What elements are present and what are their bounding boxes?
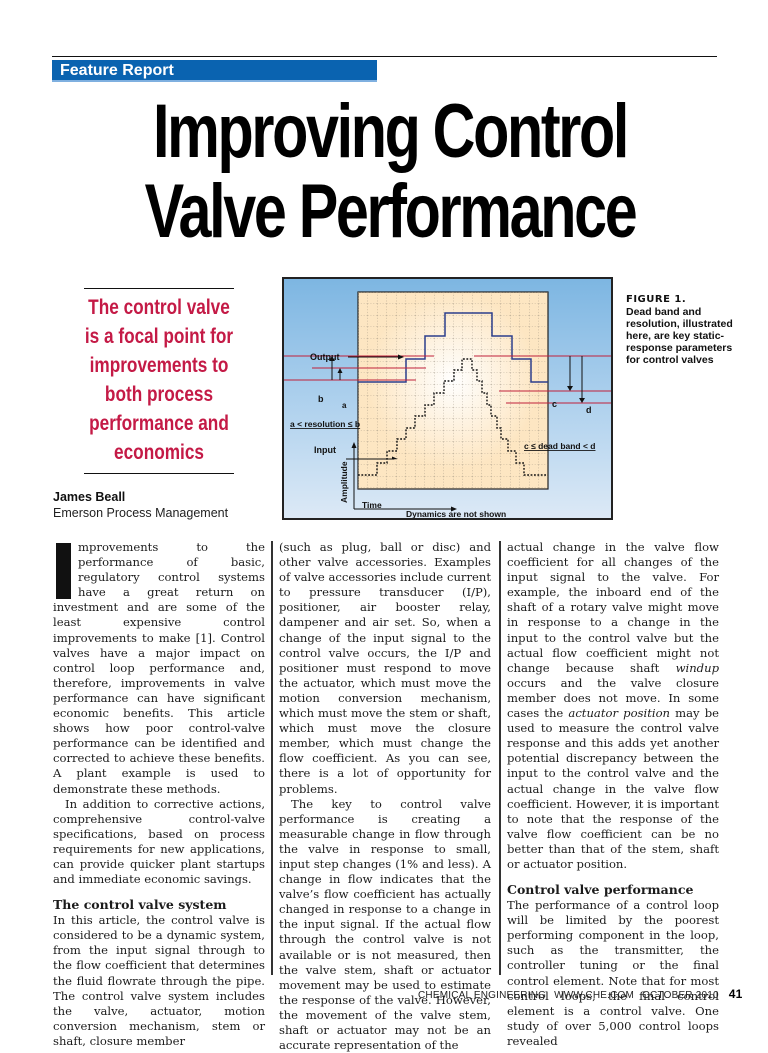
paragraph: The performance of a control loop will b…	[507, 898, 719, 1048]
paragraph-text: mprovements to the performance of basic,…	[53, 540, 265, 796]
section-label: Feature Report	[60, 62, 174, 79]
figure-note: Dynamics are not shown	[406, 509, 506, 518]
pull-quote-text: The control valve is a focal point for i…	[84, 296, 234, 464]
figure-1: Output b a c d a < resolution ≤ b Input …	[282, 277, 613, 520]
figure-label-output: Output	[310, 352, 340, 362]
author-organization: Emerson Process Management	[53, 506, 229, 520]
author-name: James Beall	[53, 490, 126, 504]
paragraph: actual change in the valve flow coeffici…	[507, 540, 719, 872]
figure-caption-text: Dead band and resolution, illustrated he…	[626, 306, 733, 366]
subheading: The control valve system	[53, 897, 227, 913]
column-divider-1	[271, 541, 273, 975]
figure-label-c: c	[552, 399, 557, 409]
section-tag: Feature Report	[52, 60, 377, 82]
paragraph-text: occurs and the valve closure member does…	[507, 675, 719, 721]
column-divider-2	[499, 541, 501, 975]
paragraph: (such as plug, ball or disc) and other v…	[279, 540, 491, 796]
paragraph: In this article, the control valve is co…	[53, 913, 265, 1048]
page-footer: CHEMICAL ENGINEERING WWW.CHE.COM OCTOBER 2…	[418, 987, 743, 1001]
emphasis-actuator-position: actuator position	[568, 706, 671, 721]
byline: James Beall Emerson Process Management	[53, 490, 228, 520]
top-rule	[52, 56, 717, 57]
headline-line-2: Valve Performance	[144, 169, 638, 254]
pull-quote: The control valve is a focal point for i…	[84, 288, 234, 474]
paragraph: The key to control valve performance is …	[279, 796, 491, 1053]
body-column-2: (such as plug, ball or disc) and other v…	[279, 540, 491, 1053]
body-column-1: Improvements to the performance of basic…	[53, 540, 265, 1049]
figure-label-b: b	[318, 394, 324, 404]
paragraph: Improvements to the performance of basic…	[53, 540, 265, 797]
footer-website: WWW.CHE.COM	[554, 990, 635, 1001]
paragraph-text: actual change in the valve flow coeffici…	[507, 540, 719, 675]
headline: Improving Control Valve Performance	[117, 92, 663, 252]
figure-label-resolution: a < resolution ≤ b	[290, 419, 360, 429]
footer-date: OCTOBER 2010	[642, 990, 719, 1001]
drop-cap: I	[56, 543, 71, 599]
body-column-3: actual change in the valve flow coeffici…	[507, 540, 719, 1049]
figure-caption: FIGURE 1. Dead band and resolution, illu…	[626, 294, 746, 366]
figure-label-time: Time	[362, 500, 382, 510]
figure-label-d: d	[586, 405, 592, 415]
footer-publication: CHEMICAL ENGINEERING	[418, 990, 547, 1001]
figure-label-input: Input	[314, 445, 336, 455]
dead-band-resolution-diagram: Output b a c d a < resolution ≤ b Input …	[284, 291, 611, 518]
subheading: Control valve performance	[507, 882, 694, 898]
emphasis-windup: windup	[675, 660, 719, 675]
figure-label-dead-band: c ≤ dead band < d	[524, 441, 596, 451]
figure-label-a: a	[342, 401, 347, 410]
headline-line-1: Improving Control	[153, 89, 629, 174]
figure-number: FIGURE 1.	[626, 294, 687, 305]
paragraph: In addition to corrective actions, compr…	[53, 796, 265, 887]
figure-label-amplitude: Amplitude	[339, 461, 349, 503]
paragraph-text: may be used to measure the control valve…	[507, 706, 720, 871]
page-number: 41	[728, 987, 743, 1001]
